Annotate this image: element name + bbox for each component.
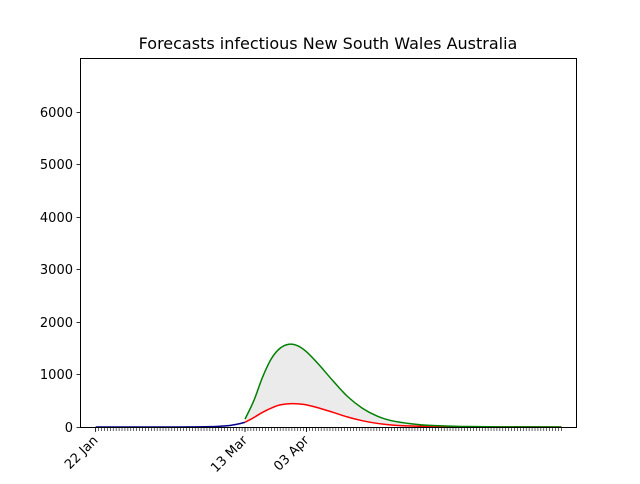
y-tick-label: 0 bbox=[65, 421, 73, 436]
forecast-upper-line bbox=[244, 343, 562, 428]
chart-title: Forecasts infectious New South Wales Aus… bbox=[139, 34, 518, 53]
observed-line bbox=[95, 421, 246, 428]
y-tick-label: 3000 bbox=[40, 263, 73, 278]
y-tick-label: 4000 bbox=[40, 211, 73, 226]
plot-area bbox=[80, 58, 577, 428]
x-tick-label: 13 Mar bbox=[208, 433, 251, 476]
forecast-lower-line bbox=[244, 402, 562, 428]
y-tick-label: 1000 bbox=[40, 368, 73, 383]
y-tick-label: 6000 bbox=[40, 106, 73, 121]
x-tick-label: 03 Apr bbox=[271, 433, 313, 475]
x-tick-label: 22 Jan bbox=[62, 433, 101, 472]
forecast-band bbox=[245, 344, 562, 427]
y-tick-label: 2000 bbox=[40, 316, 73, 331]
y-tick-label: 5000 bbox=[40, 158, 73, 173]
